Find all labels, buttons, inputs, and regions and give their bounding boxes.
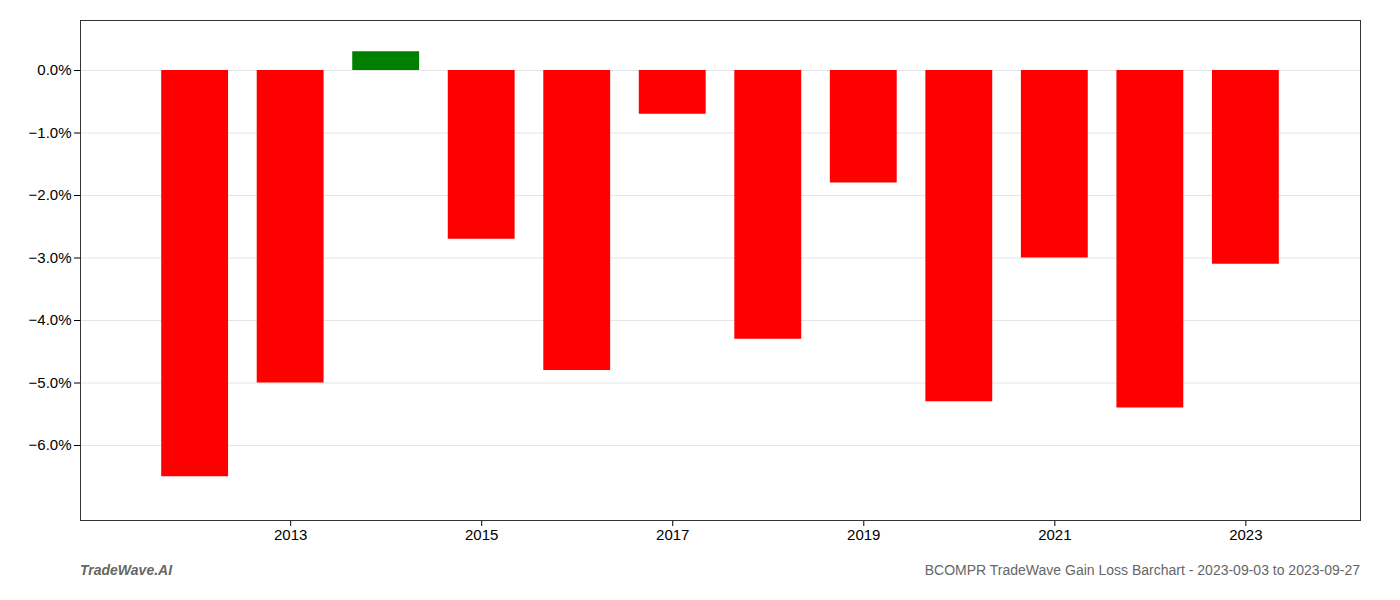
svg-text:−4.0%: −4.0%	[29, 311, 72, 328]
svg-text:−2.0%: −2.0%	[29, 186, 72, 203]
svg-text:0.0%: 0.0%	[37, 61, 71, 78]
svg-text:−6.0%: −6.0%	[29, 436, 72, 453]
html-text:TradeWave.AI: TradeWave.AI	[80, 562, 173, 578]
svg-text:−3.0%: −3.0%	[29, 249, 72, 266]
svg-text:2019: 2019	[847, 526, 880, 543]
html-text:BCOMPR TradeWave Gain Loss Bar: BCOMPR TradeWave Gain Loss Barchart - 20…	[924, 562, 1360, 578]
svg-text:2023: 2023	[1229, 526, 1262, 543]
svg-text:−5.0%: −5.0%	[29, 374, 72, 391]
svg-text:2015: 2015	[465, 526, 498, 543]
svg-text:−1.0%: −1.0%	[29, 124, 72, 141]
svg-text:2021: 2021	[1038, 526, 1071, 543]
svg-text:2017: 2017	[656, 526, 689, 543]
svg-text:2013: 2013	[274, 526, 307, 543]
